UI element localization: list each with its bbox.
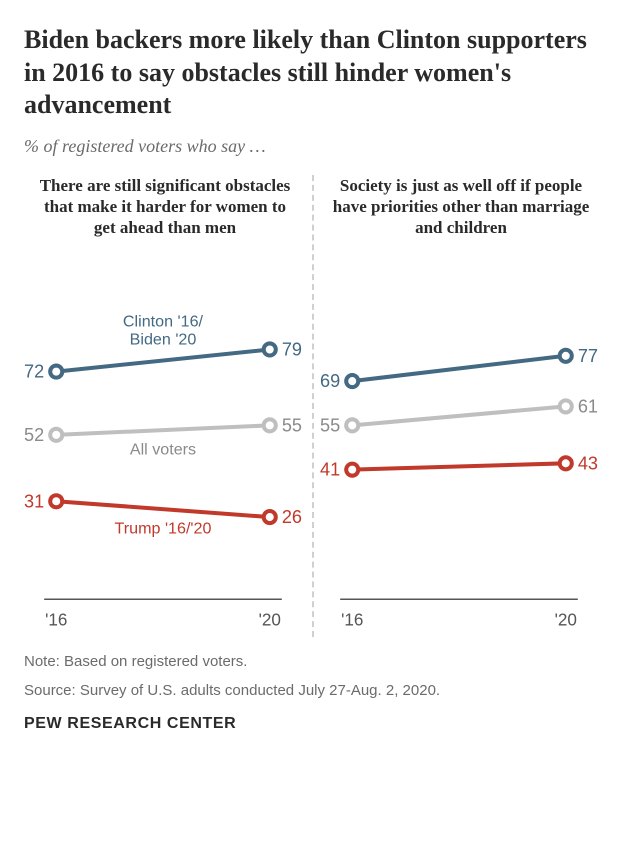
x-tick-label: '16 [341,610,363,629]
value-label: 26 [282,507,302,527]
brand-text: PEW RESEARCH CENTER [24,715,602,733]
series-line-all [56,425,270,434]
value-label: 77 [578,345,598,365]
source-text: Source: Survey of U.S. adults conducted … [24,680,602,701]
chart-subtitle: % of registered voters who say … [24,136,602,157]
value-label: 43 [578,453,598,473]
x-tick-label: '16 [45,610,67,629]
value-label: 79 [282,339,302,359]
value-label: 52 [24,424,44,444]
x-tick-label: '20 [259,610,281,629]
series-line-dem [56,349,270,371]
value-label: 41 [320,459,340,479]
page-title: Biden backers more likely than Clinton s… [24,24,602,122]
value-label: 55 [320,415,340,435]
series-marker-rep [50,495,62,507]
panel-right-title: Society is just as well off if people ha… [320,175,602,267]
series-line-rep [352,463,566,469]
x-tick-label: '20 [555,610,577,629]
value-label: 55 [282,415,302,435]
series-label-dem: Clinton '16/ [123,312,204,330]
charts-row: There are still significant obstacles th… [24,175,602,638]
panel-divider [312,175,314,638]
series-marker-all [346,419,358,431]
series-marker-dem [346,375,358,387]
series-marker-dem [50,365,62,377]
series-marker-rep [560,457,572,469]
note-text: Note: Based on registered voters. [24,651,602,672]
series-label-dem: Biden '20 [130,330,197,348]
series-marker-rep [346,463,358,475]
panel-left: There are still significant obstacles th… [24,175,306,638]
value-label: 61 [578,396,598,416]
series-marker-dem [264,343,276,355]
value-label: 72 [24,361,44,381]
panel-left-plot: '16 '20 72 79 Clinton '16/Biden '20 52 55 All v… [24,275,306,638]
panel-left-title: There are still significant obstacles th… [24,175,306,267]
value-label: 69 [320,371,340,391]
series-label-rep: Trump '16/'20 [115,519,212,537]
series-marker-all [50,428,62,440]
series-line-all [352,406,566,425]
slope-plot: '16 '20 69 77 55 61 41 43 [320,275,602,638]
series-marker-all [264,419,276,431]
panel-right: Society is just as well off if people ha… [320,175,602,638]
series-marker-rep [264,511,276,523]
panel-right-plot: '16 '20 69 77 55 61 41 43 [320,275,602,638]
slope-plot: '16 '20 72 79 Clinton '16/Biden '20 52 55 All v… [24,275,306,638]
series-line-dem [352,355,566,380]
series-marker-all [560,400,572,412]
series-label-all: All voters [130,440,196,458]
value-label: 31 [24,491,44,511]
series-marker-dem [560,349,572,361]
series-line-rep [56,501,270,517]
